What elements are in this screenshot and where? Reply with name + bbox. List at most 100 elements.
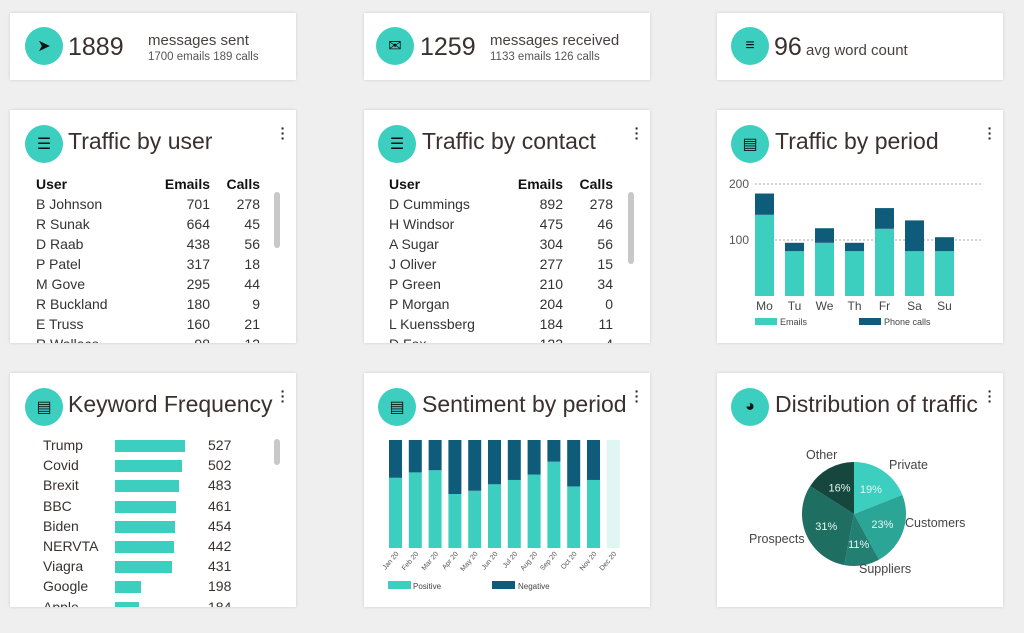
column-header: Emails bbox=[164, 176, 210, 192]
sentiment-chart: Jan 20 Feb 20 Mar 20 Apr 20 May 20 Jun 20 Jul … bbox=[382, 440, 620, 591]
keyword-label: Apple bbox=[43, 598, 79, 607]
table-row[interactable]: R Sunak 664 45 bbox=[36, 214, 260, 234]
x-tick-label: Jul 20 bbox=[502, 551, 519, 570]
bar-positive bbox=[567, 486, 581, 548]
table-row[interactable]: D Cummings 892 278 bbox=[389, 194, 613, 214]
table-cell: P Patel bbox=[36, 256, 81, 272]
bar-chart-icon: ▤ bbox=[378, 388, 416, 426]
table-cell: D Raab bbox=[36, 236, 84, 252]
table-cell: R Sunak bbox=[36, 216, 90, 232]
bar-negative bbox=[527, 440, 541, 475]
table-row[interactable]: R Wallace9812 bbox=[36, 334, 260, 343]
table-cell: J Oliver bbox=[389, 256, 437, 272]
table-row[interactable]: R Buckland 180 9 bbox=[36, 294, 260, 314]
table-cell: 295 bbox=[186, 276, 210, 292]
bar-emails bbox=[875, 228, 894, 296]
bar-emails bbox=[815, 242, 834, 296]
bar-positive bbox=[448, 494, 462, 548]
scrollbar[interactable] bbox=[628, 192, 634, 264]
keyword-bar bbox=[115, 500, 177, 513]
keyword-bar bbox=[115, 541, 174, 553]
x-tick-label: Aug 20 bbox=[520, 551, 540, 573]
slice-label: Private bbox=[889, 458, 928, 472]
table-cell: 122 bbox=[507, 334, 563, 343]
more-menu-icon[interactable]: · · · bbox=[987, 383, 993, 409]
slice-label: Prospects bbox=[749, 532, 805, 546]
x-tick-label: Dec 20 bbox=[599, 551, 619, 573]
table-cell: 160 bbox=[186, 316, 210, 332]
distribution-card: ◕ Distribution of traffic · · · 19% Private… bbox=[717, 373, 1003, 607]
slice-label: Suppliers bbox=[859, 562, 911, 576]
scrollbar[interactable] bbox=[274, 192, 280, 248]
keyword-count: 184 bbox=[208, 598, 232, 607]
keyword-bar bbox=[115, 601, 140, 607]
table-row[interactable]: P Patel 317 18 bbox=[36, 254, 260, 274]
table-row[interactable]: D Raab 438 56 bbox=[36, 234, 260, 254]
keyword-count: 461 bbox=[208, 497, 232, 514]
x-tick-label: We bbox=[816, 299, 834, 313]
bar-negative bbox=[587, 440, 600, 480]
more-menu-icon[interactable]: · · · bbox=[634, 383, 640, 409]
table-cell: B Johnson bbox=[36, 196, 103, 212]
bar-negative bbox=[547, 440, 561, 462]
table-cell: 11 bbox=[598, 316, 613, 332]
pie-chart-icon: ◕ bbox=[731, 388, 769, 426]
table-row[interactable]: H Windsor 475 46 bbox=[389, 214, 613, 234]
table-cell: 44 bbox=[244, 276, 260, 292]
table-row[interactable]: P Morgan 204 0 bbox=[389, 294, 613, 314]
table-cell: D Fox bbox=[389, 334, 507, 343]
x-tick-label: Nov 20 bbox=[579, 551, 599, 573]
list-icon: ☰ bbox=[25, 125, 63, 163]
table-row[interactable]: J Oliver 277 15 bbox=[389, 254, 613, 274]
more-menu-icon[interactable]: · · · bbox=[280, 383, 286, 409]
table-row[interactable]: M Gove 295 44 bbox=[36, 274, 260, 294]
keyword-count: 527 bbox=[208, 437, 232, 453]
traffic-by-user-card: ☰ Traffic by user · · · User Emails Calls B J… bbox=[10, 110, 296, 343]
bar-emails bbox=[905, 251, 924, 296]
stat-value: 1259 bbox=[420, 33, 476, 61]
column-header: Calls bbox=[579, 176, 613, 192]
table-cell: 892 bbox=[539, 196, 563, 212]
stat-messages-sent: ➤ 1889 messages sent 1700 emails 189 cal… bbox=[10, 13, 296, 80]
table-row[interactable]: D Fox1224 bbox=[389, 334, 613, 343]
bar-emails bbox=[755, 214, 774, 296]
table-row[interactable]: A Sugar 304 56 bbox=[389, 234, 613, 254]
x-tick-label: Sep 20 bbox=[539, 551, 559, 573]
more-menu-icon[interactable]: · · · bbox=[280, 120, 286, 146]
table-cell: 18 bbox=[244, 256, 260, 272]
scrollbar[interactable] bbox=[274, 439, 280, 465]
table-cell: 34 bbox=[597, 276, 613, 292]
table-cell: E Truss bbox=[36, 316, 84, 332]
stat-value: 96 bbox=[774, 33, 802, 61]
table-cell: 438 bbox=[186, 236, 210, 252]
x-tick-label: Mar 20 bbox=[421, 551, 440, 572]
table-header: User Emails Calls bbox=[36, 174, 260, 194]
keyword-count: 454 bbox=[208, 517, 232, 534]
more-menu-icon[interactable]: · · · bbox=[634, 120, 640, 146]
card-title: Traffic by user bbox=[68, 128, 213, 154]
table-cell: 180 bbox=[186, 296, 210, 312]
table-row[interactable]: B Johnson 701 278 bbox=[36, 194, 260, 214]
table-cell: R Wallace bbox=[36, 334, 154, 343]
bar-positive bbox=[408, 472, 422, 548]
bar-phone-calls bbox=[755, 193, 774, 215]
keyword-bar bbox=[115, 561, 173, 574]
stat-messages-received: ✉ 1259 messages received 1133 emails 126… bbox=[364, 13, 650, 80]
table-row[interactable]: L Kuenssberg 184 11 bbox=[389, 314, 613, 334]
keyword-label: Viagra bbox=[43, 558, 84, 575]
table-cell: 317 bbox=[186, 256, 210, 272]
column-header: User bbox=[389, 176, 421, 192]
column-header: Emails bbox=[517, 176, 563, 192]
more-menu-icon[interactable]: · · · bbox=[987, 120, 993, 146]
table-cell: A Sugar bbox=[389, 236, 439, 252]
slice-percent: 31% bbox=[815, 521, 837, 533]
table-row[interactable]: P Green 210 34 bbox=[389, 274, 613, 294]
keyword-label: BBC bbox=[43, 497, 72, 514]
keyword-frequency-card: ▤ Keyword Frequency · · · Trump 527 Covid 502… bbox=[10, 373, 296, 607]
stat-word-count: ≡ 96 avg word count bbox=[717, 13, 1003, 80]
bar-negative bbox=[408, 440, 422, 473]
table-row[interactable]: E Truss 160 21 bbox=[36, 314, 260, 334]
bar-positive bbox=[587, 479, 600, 548]
keyword-bar bbox=[115, 480, 180, 493]
table-cell: P Green bbox=[389, 276, 441, 292]
